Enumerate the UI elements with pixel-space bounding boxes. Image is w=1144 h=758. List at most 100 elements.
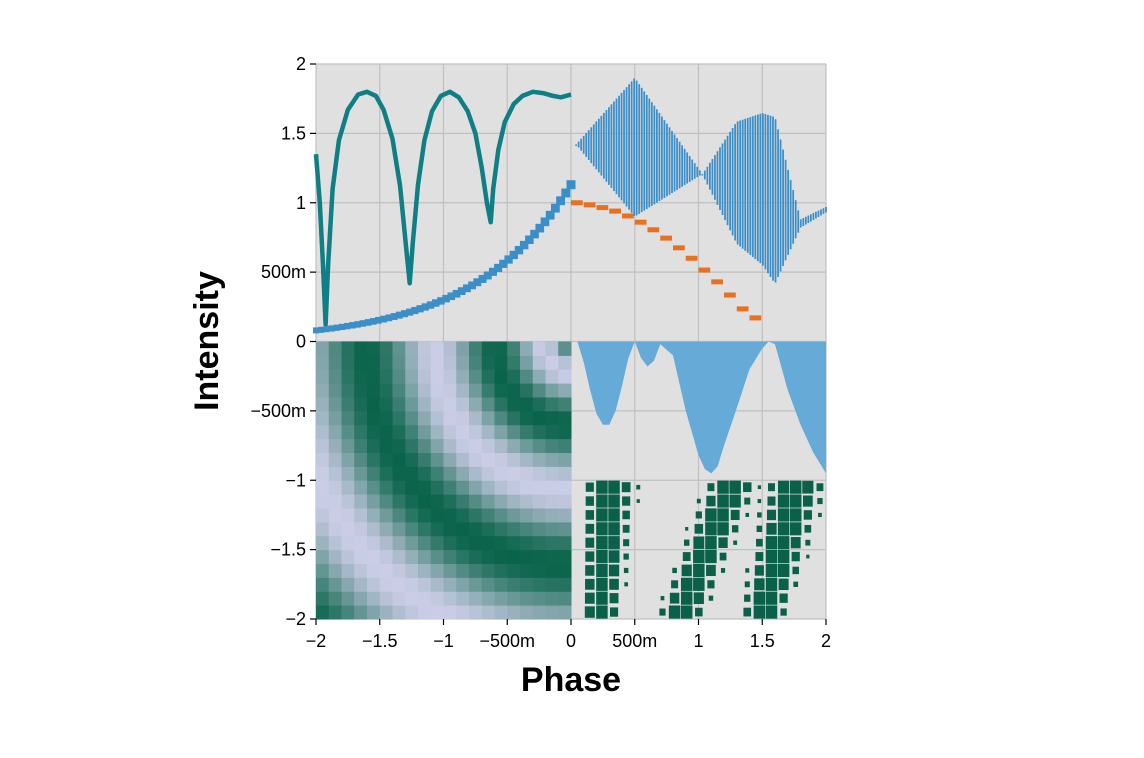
heatmap-cell [418, 577, 432, 592]
square-marker [733, 540, 738, 545]
stripe-bar [784, 159, 787, 261]
heatmap-cell [481, 355, 495, 370]
heatmap-cell [481, 591, 495, 606]
heatmap-cell [520, 383, 534, 398]
heatmap-cell [558, 605, 572, 620]
heatmap-cell [341, 563, 355, 578]
square-marker [608, 564, 620, 577]
heatmap-cell [367, 494, 381, 509]
heatmap-cell [456, 438, 470, 453]
heatmap-cell [469, 424, 483, 440]
step-segment [736, 306, 749, 312]
heatmap-cell [558, 480, 572, 495]
heatmap-cell [456, 508, 470, 523]
heatmap-cell [379, 369, 393, 384]
stripe-bar [696, 166, 699, 178]
stripe-bar [744, 118, 747, 251]
marker-point [313, 327, 319, 334]
square-marker [584, 592, 595, 604]
heatmap-cell [481, 369, 495, 384]
heatmap-cell [545, 605, 559, 620]
area-series [577, 341, 826, 474]
step-segment [749, 315, 762, 321]
y-tick-label: −1.5 [270, 540, 306, 560]
stripe-bar [585, 133, 588, 157]
heatmap-cell [354, 438, 368, 453]
step-segment [724, 292, 736, 298]
heatmap-cell [443, 466, 457, 481]
square-marker [777, 536, 790, 550]
heatmap-cell [494, 397, 508, 412]
stripe-bar [600, 115, 603, 176]
heatmap-cell [558, 410, 572, 426]
heatmap-cell [532, 549, 546, 564]
square-marker [696, 498, 701, 504]
heatmap-cell [494, 508, 508, 523]
marker-point [400, 310, 408, 318]
heatmap-cell [341, 369, 355, 384]
y-axis-title: Intensity [188, 271, 226, 411]
heatmap-cell [469, 577, 483, 592]
heatmap-cell [379, 494, 393, 509]
square-marker [804, 524, 812, 533]
marker-point [540, 217, 550, 227]
square-marker [695, 511, 702, 519]
heatmap-cell [469, 521, 483, 537]
square-marker [693, 592, 704, 605]
heatmap-cell [456, 549, 470, 564]
heatmap-cell [507, 508, 521, 523]
heatmap-cell [405, 369, 419, 384]
step-segment [698, 267, 711, 273]
square-marker [596, 563, 608, 578]
heatmap-cell [507, 383, 521, 398]
stripe-bar [724, 139, 726, 221]
heatmap-cell [418, 369, 432, 384]
heatmap-cell [316, 563, 330, 578]
square-marker [731, 525, 739, 533]
heatmap-cell [430, 508, 444, 523]
heatmap-cell [354, 355, 368, 370]
stripe-bar [807, 215, 810, 224]
x-tick-label: 2 [821, 631, 831, 651]
step-segment [622, 213, 634, 219]
square-marker [729, 480, 741, 494]
heatmap-cell [520, 521, 534, 537]
heatmap-cell [379, 605, 393, 620]
heatmap-cell [507, 466, 521, 481]
heatmap-cell [418, 424, 432, 440]
square-marker [585, 510, 595, 520]
heatmap-cell [558, 563, 572, 578]
heatmap-cell [456, 577, 470, 592]
square-marker [609, 607, 619, 617]
step-segment [583, 202, 596, 208]
heatmap-cell [532, 410, 546, 426]
heatmap-cell [456, 355, 470, 370]
heatmap-cell [418, 563, 432, 578]
stripe-bar [797, 210, 800, 233]
heatmap-cell [443, 577, 457, 592]
square-marker [585, 496, 594, 506]
heatmap-cell [392, 480, 406, 495]
heatmap-cell [341, 591, 355, 606]
square-marker [608, 536, 620, 550]
square-marker [754, 565, 764, 576]
heatmap-cell [405, 577, 419, 592]
heatmap-cell [443, 452, 457, 467]
square-marker [790, 522, 802, 536]
square-marker [596, 549, 608, 564]
heatmap-cell [469, 508, 483, 523]
heatmap-cell [379, 563, 393, 578]
square-marker [777, 522, 790, 536]
heatmap-cell [545, 521, 559, 537]
square-marker [608, 522, 620, 536]
heatmap-cell [379, 521, 393, 537]
heatmap-cell [520, 369, 534, 384]
stripe-bar [625, 87, 628, 207]
marker-point [328, 325, 335, 332]
stripe-bar [736, 121, 739, 245]
square-marker [766, 509, 777, 521]
heatmap-cell [354, 341, 368, 356]
heatmap-cell [328, 605, 342, 620]
heatmap-cell [341, 508, 355, 523]
heatmap-cell [392, 424, 406, 440]
